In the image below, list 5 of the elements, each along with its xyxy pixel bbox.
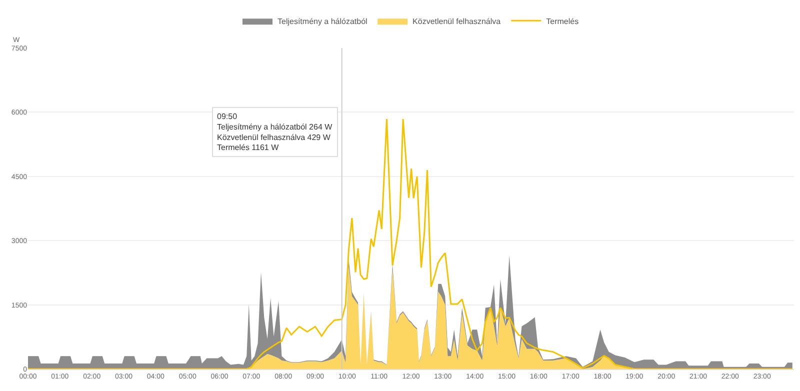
legend-label: Termelés	[546, 16, 579, 26]
legend-label: Közvetlenül felhasználva	[412, 16, 502, 26]
annotation: 09:50 Teljesítmény a hálózatból 264 W Közvetlenül felhasználva 429 W Termelés 1161 W	[217, 112, 333, 152]
legend-label: Teljesítmény a hálózatból	[278, 16, 368, 26]
line-series	[28, 118, 794, 369]
